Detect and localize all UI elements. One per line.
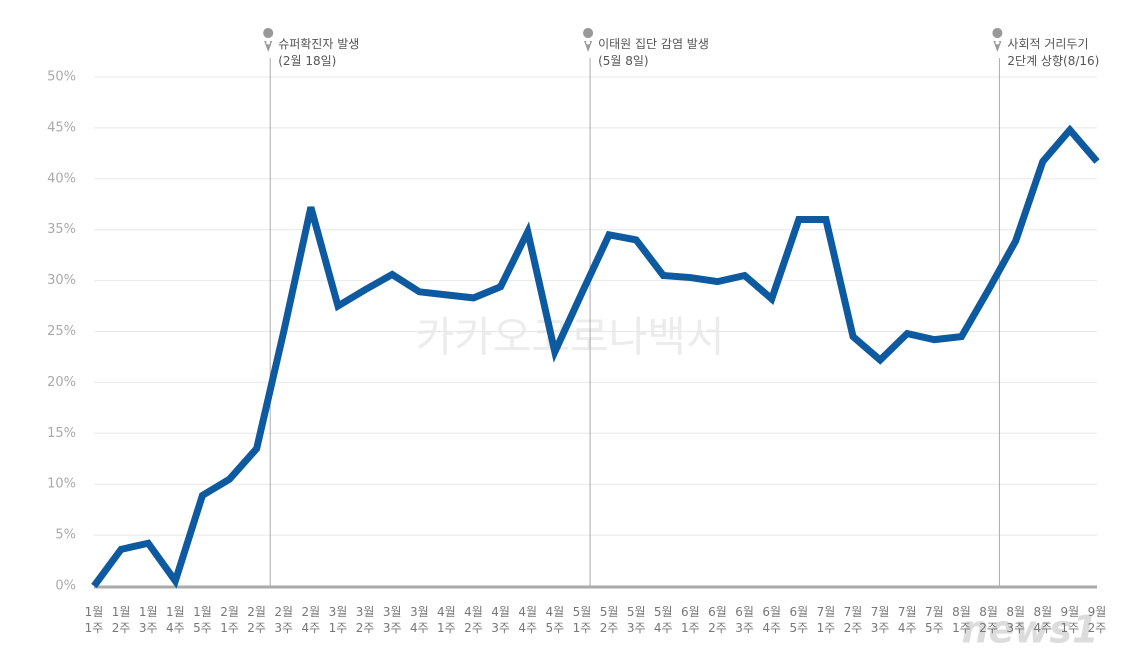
- x-tick-label: 3월 3주: [382, 605, 402, 635]
- x-tick-label: 7월 1주: [816, 605, 836, 635]
- logo: news1: [962, 608, 1099, 652]
- x-tick-label: 4월 3주: [491, 605, 510, 635]
- y-tick-label: 35%: [47, 222, 76, 237]
- y-tick-label: 40%: [47, 171, 76, 186]
- x-tick-label: 2월 1주: [220, 605, 239, 635]
- annotation-line-text: 사회적 거리두기: [1007, 37, 1089, 51]
- x-tick-label: 6월 3주: [735, 605, 754, 635]
- x-tick-label: 1월 3주: [138, 605, 158, 635]
- y-tick-label: 45%: [47, 120, 76, 135]
- pin-hole: [995, 40, 1000, 45]
- pin-icon: [263, 28, 274, 52]
- x-tick-label: 4월 1주: [437, 605, 456, 635]
- y-tick-label: 5%: [55, 528, 76, 543]
- annotation-line-text: 슈퍼확진자 발생: [278, 37, 360, 51]
- y-tick-label: 0%: [55, 579, 76, 594]
- x-tick-label: 6월 1주: [681, 605, 700, 635]
- x-tick-label: 4월 2주: [464, 605, 483, 635]
- y-tick-label: 25%: [47, 324, 76, 339]
- annotation: 사회적 거리두기 2단계 상향(8/16): [1007, 36, 1099, 70]
- x-tick-label: 3월 1주: [328, 605, 348, 635]
- x-tick-label: 7월 4주: [897, 605, 917, 635]
- x-tick-label: 6월 2주: [708, 605, 727, 635]
- x-tick-label: 6월 4주: [762, 605, 782, 635]
- y-tick-label: 15%: [47, 426, 76, 441]
- x-tick-label: 3월 4주: [409, 605, 429, 635]
- x-tick-label: 6월 5주: [789, 605, 809, 635]
- x-tick-label: 5월 3주: [626, 605, 646, 635]
- annotation-pin: [992, 28, 1003, 52]
- pin-icon: [992, 28, 1003, 52]
- x-tick-label: 1월 1주: [84, 605, 104, 635]
- annotation-pin: [263, 28, 274, 52]
- x-tick-label: 5월 4주: [653, 605, 673, 635]
- x-tick-label: 7월 5주: [925, 605, 944, 635]
- data-line: [91, 124, 1100, 589]
- x-tick-label: 2월 3주: [274, 605, 294, 635]
- x-tick-label: 7월 3주: [870, 605, 890, 635]
- x-tick-label: 8월 3주: [1006, 605, 1026, 635]
- annotation-line-text: 2단계 상향(8/16): [1007, 54, 1100, 68]
- annotation: 슈퍼확진자 발생 (2월 18일): [278, 36, 359, 70]
- x-tick-label: 7월 2주: [843, 605, 863, 635]
- x-tick-label: 3월 2주: [355, 605, 375, 635]
- pin-hole: [586, 40, 591, 45]
- y-tick-label: 10%: [47, 477, 76, 492]
- x-tick-label: 5월 1주: [572, 605, 592, 635]
- y-tick-label: 30%: [47, 273, 76, 288]
- pin-hole: [266, 40, 271, 45]
- x-tick-label: 5월 2주: [599, 605, 619, 635]
- pin-icon: [583, 28, 594, 52]
- x-tick-label: 1월 5주: [193, 605, 212, 635]
- x-tick-label: 4월 5주: [545, 605, 565, 635]
- x-tick-label: 8월 2주: [979, 605, 998, 635]
- x-tick-label: 4월 4주: [518, 605, 538, 635]
- x-tick-label: 9월 1주: [1060, 605, 1080, 635]
- annotation-line-text: (5월 8일): [598, 54, 649, 68]
- x-tick-label: 2월 2주: [247, 605, 266, 635]
- x-tick-label: 9월 2주: [1087, 605, 1107, 635]
- annotation-pin: [583, 28, 594, 52]
- x-tick-label: 8월 4주: [1033, 605, 1053, 635]
- x-tick-label: 8월 1주: [952, 605, 971, 635]
- x-tick-label: 2월 4주: [301, 605, 321, 635]
- annotation-line-text: (2월 18일): [278, 54, 337, 68]
- y-tick-label: 20%: [47, 375, 76, 390]
- y-tick-label: 50%: [47, 70, 76, 85]
- x-tick-label: 1월 2주: [111, 605, 131, 635]
- annotation-line-text: 이태원 집단 감염 발생: [598, 37, 709, 51]
- annotation: 이태원 집단 감염 발생 (5월 8일): [598, 36, 709, 70]
- x-tick-label: 1월 4주: [165, 605, 185, 635]
